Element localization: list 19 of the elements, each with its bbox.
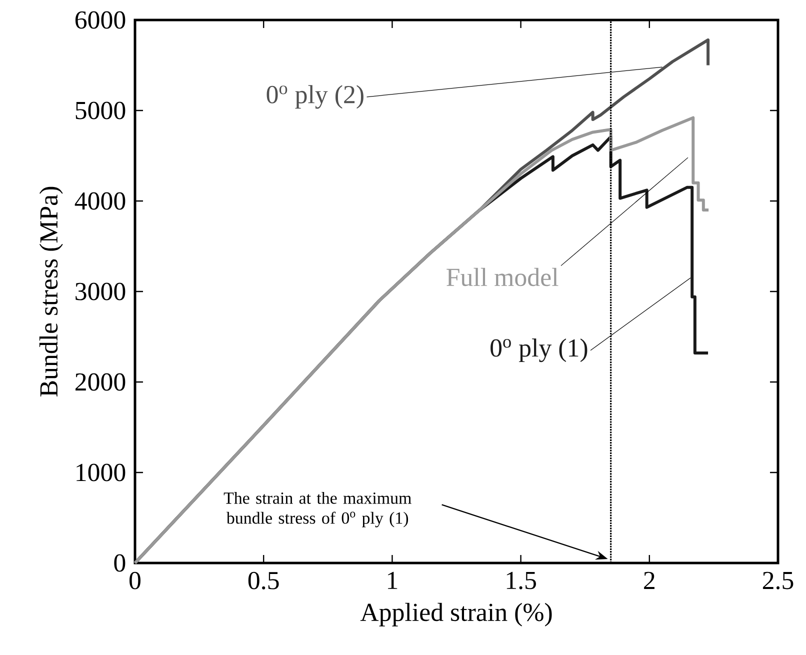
x-tick-label: 0.5 xyxy=(248,572,279,590)
y-tick-label: 5000 xyxy=(76,102,126,120)
x-tick-label: 1.5 xyxy=(506,572,536,590)
series-label: Full model xyxy=(446,268,558,286)
text: 0$^{o}$ ply (1) xyxy=(490,338,588,362)
text: 0$^{o}$ ply (2) xyxy=(266,85,364,109)
y-tick-label: 3000 xyxy=(76,282,126,300)
y-tick-label: 0 xyxy=(114,554,126,572)
x-tick-label: 2.5 xyxy=(762,572,794,590)
y-tick-label: 4000 xyxy=(74,192,126,210)
x-tick-label: 1 xyxy=(388,572,398,589)
x-axis-title: Applied strain (%) xyxy=(360,602,552,626)
x-tick-label: 0 xyxy=(130,572,140,590)
annotation: The strain at the maximum bundle stress of 0$^{o}$ ply (1) xyxy=(224,492,412,528)
y-tick-label: 1000 xyxy=(76,464,126,482)
y-axis-title: Bundle stress (MPa) xyxy=(39,186,63,397)
y-tick-label: 6000 xyxy=(75,11,126,29)
x-tick-label: 2 xyxy=(644,572,654,589)
y-tick-label: 2000 xyxy=(76,373,126,391)
